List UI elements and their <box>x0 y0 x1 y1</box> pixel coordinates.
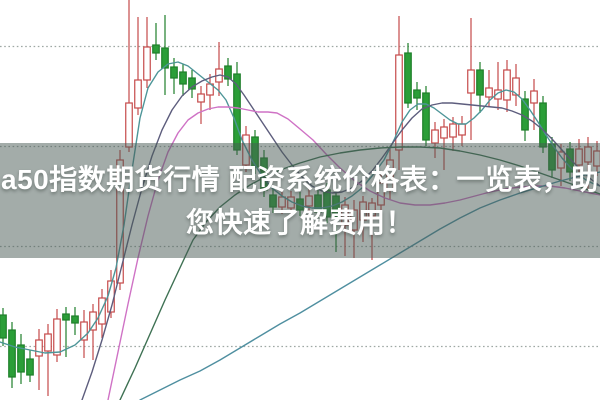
title-overlay-band: a50指数期货行情 配资系统价格表：一览表，助 您快速了解费用！ <box>0 143 600 258</box>
overlay-title-line-2: 您快速了解费用！ <box>185 206 414 238</box>
overlay-title-line-1: a50指数期货行情 配资系统价格表：一览表，助 <box>1 163 599 195</box>
